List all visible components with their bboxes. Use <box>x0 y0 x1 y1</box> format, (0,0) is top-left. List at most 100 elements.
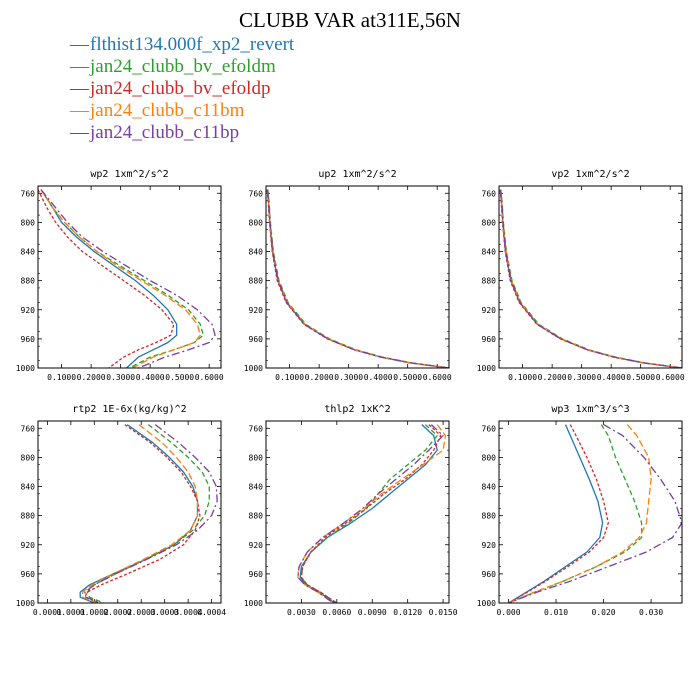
panel: wp2 1xm^2/s^2 760 800 840 880 920 960 1000 0.100… <box>16 169 224 382</box>
y-tick-label: 960 <box>21 335 36 344</box>
series-line <box>300 424 438 603</box>
x-tick-label: 0.5000 <box>393 373 422 382</box>
x-tick-label: 0.1000 <box>275 373 304 382</box>
panel-frame <box>37 420 222 604</box>
panel-title: wp2 1xm^2/s^2 <box>90 169 168 180</box>
series-line <box>508 424 609 603</box>
series-line <box>79 424 199 603</box>
y-tick-label: 800 <box>21 218 36 227</box>
x-tick-label: 0.1000 <box>508 373 537 382</box>
series-line <box>266 189 449 368</box>
x-tick-label: 0.0090 <box>358 608 387 617</box>
y-tick-label: 760 <box>482 189 497 198</box>
series-line <box>499 189 682 368</box>
x-tick-label: 0.000 <box>496 608 520 617</box>
series-line <box>508 424 652 603</box>
y-tick-label: 920 <box>249 306 264 315</box>
y-tick-label: 800 <box>249 218 264 227</box>
legend-item: —jan24_clubb_bv_efoldp <box>70 78 294 100</box>
x-tick-label: 0.0002 <box>103 608 132 617</box>
legend-item: —jan24_clubb_c11bp <box>70 122 294 144</box>
y-tick-label: 760 <box>21 424 36 433</box>
panel-title: wp3 1xm^3/s^3 <box>551 404 629 415</box>
y-tick-label: 840 <box>482 483 497 492</box>
y-tick-label: 880 <box>21 277 36 286</box>
y-tick-label: 920 <box>482 541 497 550</box>
panel-title: thlp2 1xK^2 <box>324 404 390 415</box>
panel: wp3 1xm^3/s^3 760 800 840 880 920 960 10000.000… <box>477 404 683 617</box>
y-tick-label: 920 <box>21 541 36 550</box>
x-tick-label: 0.4000 <box>597 373 626 382</box>
y-tick-label: 920 <box>21 306 36 315</box>
x-tick-label: 0.0150 <box>429 608 458 617</box>
y-tick-label: 960 <box>21 570 36 579</box>
y-tick-label: 960 <box>482 335 497 344</box>
series-line <box>508 424 682 603</box>
y-tick-label: 920 <box>482 306 497 315</box>
series-line <box>297 424 447 603</box>
x-tick-label: 0.2000 <box>538 373 567 382</box>
series-group <box>499 189 682 368</box>
series-line <box>266 189 449 368</box>
series-line <box>266 189 449 368</box>
series-line <box>86 424 210 603</box>
x-tick-label: 0.0004 <box>197 608 226 617</box>
panel-frame <box>37 185 222 369</box>
y-tick-label: 840 <box>21 483 36 492</box>
series-line <box>38 189 175 368</box>
x-tick-label: 0.0060 <box>322 608 351 617</box>
x-tick-label: 0.0001 <box>33 608 62 617</box>
x-tick-label: 0.0002 <box>80 608 109 617</box>
series-group <box>266 189 449 368</box>
x-tick-label: 0.3000 <box>106 373 135 382</box>
series-line <box>81 424 199 603</box>
series-line <box>84 424 201 603</box>
x-tick-label: 0.6000 <box>195 373 224 382</box>
legend-label: jan24_clubb_bv_efoldm <box>90 56 276 77</box>
x-tick-label: 0.3000 <box>567 373 596 382</box>
y-tick-label: 760 <box>482 424 497 433</box>
series-group <box>508 424 682 603</box>
panel-frame <box>498 420 683 604</box>
x-tick-label: 0.0120 <box>393 608 422 617</box>
y-tick-label: 840 <box>249 483 264 492</box>
y-tick-label: 880 <box>21 512 36 521</box>
x-tick-label: 0.4000 <box>364 373 393 382</box>
x-tick-label: 0.5000 <box>165 373 194 382</box>
y-tick-label: 960 <box>482 570 497 579</box>
x-tick-label: 0.5000 <box>626 373 655 382</box>
panel-frame <box>265 185 450 369</box>
panel-title: vp2 1xm^2/s^2 <box>551 169 629 180</box>
y-tick-label: 1000 <box>16 599 35 608</box>
legend-item: —jan24_clubb_bv_efoldm <box>70 56 294 78</box>
y-tick-label: 1000 <box>244 599 263 608</box>
x-tick-label: 0.030 <box>639 608 663 617</box>
panel-frame <box>265 420 450 604</box>
y-tick-label: 1000 <box>477 599 496 608</box>
y-tick-label: 1000 <box>477 364 496 373</box>
panel: vp2 1xm^2/s^2 760 800 840 880 920 960 1000 0.100… <box>477 169 685 382</box>
y-tick-label: 840 <box>482 248 497 257</box>
y-tick-label: 1000 <box>16 364 35 373</box>
panel: up2 1xm^2/s^2 760 800 840 880 920 960 1000 0.100… <box>244 169 452 382</box>
series-line <box>40 189 216 368</box>
x-tick-label: 0.0003 <box>150 608 179 617</box>
panel-title: rtp2 1E-6x(kg/kg)^2 <box>72 404 186 415</box>
x-tick-label: 0.2000 <box>305 373 334 382</box>
legend-label: jan24_clubb_c11bm <box>90 100 245 121</box>
series-line <box>499 189 682 368</box>
x-tick-label: 0.0030 <box>287 608 316 617</box>
series-line <box>299 424 438 603</box>
legend-label: jan24_clubb_bv_efoldp <box>90 78 271 99</box>
y-tick-label: 800 <box>482 218 497 227</box>
panel: thlp2 1xK^2 760 800 840 880 920 960 1000 0.0030 0… <box>244 404 458 617</box>
legend-label: jan24_clubb_c11bp <box>90 122 240 143</box>
x-tick-label: 0.2000 <box>77 373 106 382</box>
x-tick-label: 0.0003 <box>127 608 156 617</box>
series-group <box>297 424 447 603</box>
x-tick-label: 0.020 <box>592 608 616 617</box>
y-tick-label: 760 <box>249 424 264 433</box>
x-tick-label: 0.1000 <box>47 373 76 382</box>
panel: rtp2 1E-6x(kg/kg)^2 760 800 840 880 920 960 100… <box>16 404 227 617</box>
